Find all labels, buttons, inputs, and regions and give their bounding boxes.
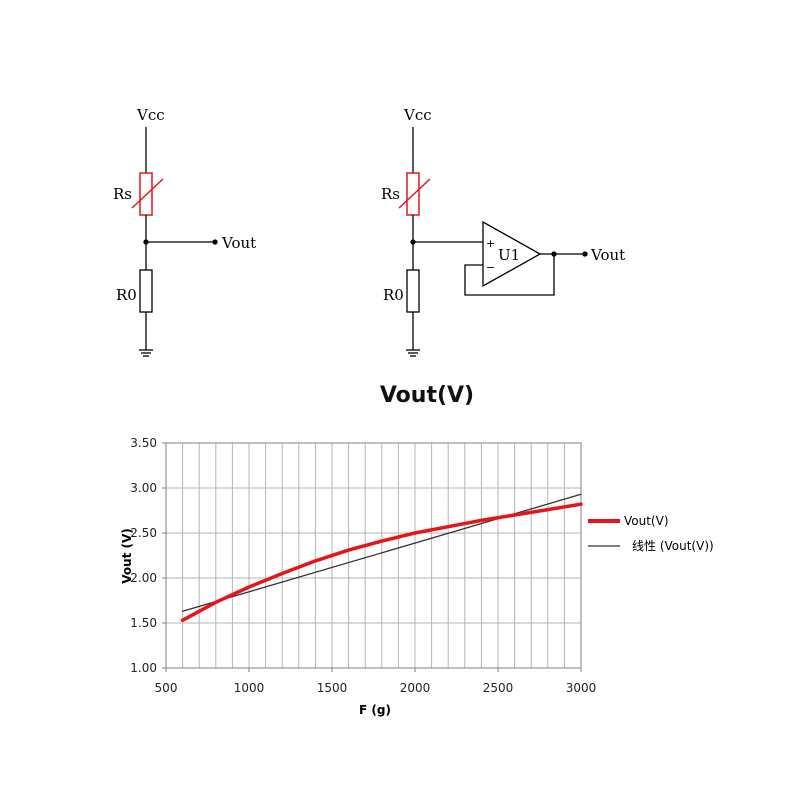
opamp-minus-label: − <box>486 261 495 274</box>
legend-label-vout: Vout(V) <box>624 514 669 528</box>
circuit-diagrams: Vcc Rs R0 Vout Vcc Rs R0 U1 + − Vout <box>113 106 625 357</box>
opamp-symbol <box>482 220 542 288</box>
y-axis-label: Vout (V) <box>120 528 134 584</box>
x-tick-label: 3000 <box>566 681 597 695</box>
y-tick-label: 2.50 <box>130 526 157 540</box>
rs-variable-arrow-2 <box>398 178 431 209</box>
y-tick-label: 3.50 <box>130 436 157 450</box>
x-tick-label: 2000 <box>400 681 431 695</box>
x-tick-label: 500 <box>155 681 178 695</box>
vout-label: Vout <box>221 234 256 252</box>
feedback-wire <box>464 254 555 296</box>
vcc-label-2: Vcc <box>403 106 432 124</box>
rs-label-2: Rs <box>381 185 400 203</box>
rs-variable-arrow <box>131 178 164 209</box>
grid <box>166 443 581 668</box>
buffered-divider-circuit <box>398 127 588 357</box>
y-tick-label: 3.00 <box>130 481 157 495</box>
legend-label-linear: 线性 (Vout(V)) <box>632 539 714 553</box>
series-line-vout <box>180 502 583 623</box>
axis-ticks: 500 1000 1500 2000 2500 3000 1.00 1.50 2.00 2.50 3… <box>130 436 596 695</box>
voltage-divider-circuit <box>131 127 218 357</box>
x-axis-label: F (g) <box>359 703 391 717</box>
junction-dot <box>143 239 149 245</box>
x-tick-label: 1000 <box>234 681 265 695</box>
x-tick-label: 2500 <box>483 681 514 695</box>
vout-terminal-2 <box>582 251 588 257</box>
opamp-plus-label: + <box>486 237 495 250</box>
y-tick-label: 2.00 <box>130 571 157 585</box>
opamp-label: U1 <box>498 246 520 264</box>
r0-label: R0 <box>116 286 137 304</box>
chart-title: Vout(V) <box>380 383 474 408</box>
plot-area <box>165 442 582 669</box>
r0-label-2: R0 <box>383 286 404 304</box>
legend: Vout(V) 线性 (Vout(V)) <box>588 514 714 553</box>
vout-terminal <box>212 239 218 245</box>
vout-label-2: Vout <box>590 246 625 264</box>
rs-label: Rs <box>113 185 132 203</box>
vcc-label: Vcc <box>136 106 165 124</box>
series <box>180 493 583 623</box>
y-tick-label: 1.50 <box>130 616 157 630</box>
x-tick-label: 1500 <box>317 681 348 695</box>
y-tick-label: 1.00 <box>130 661 157 675</box>
